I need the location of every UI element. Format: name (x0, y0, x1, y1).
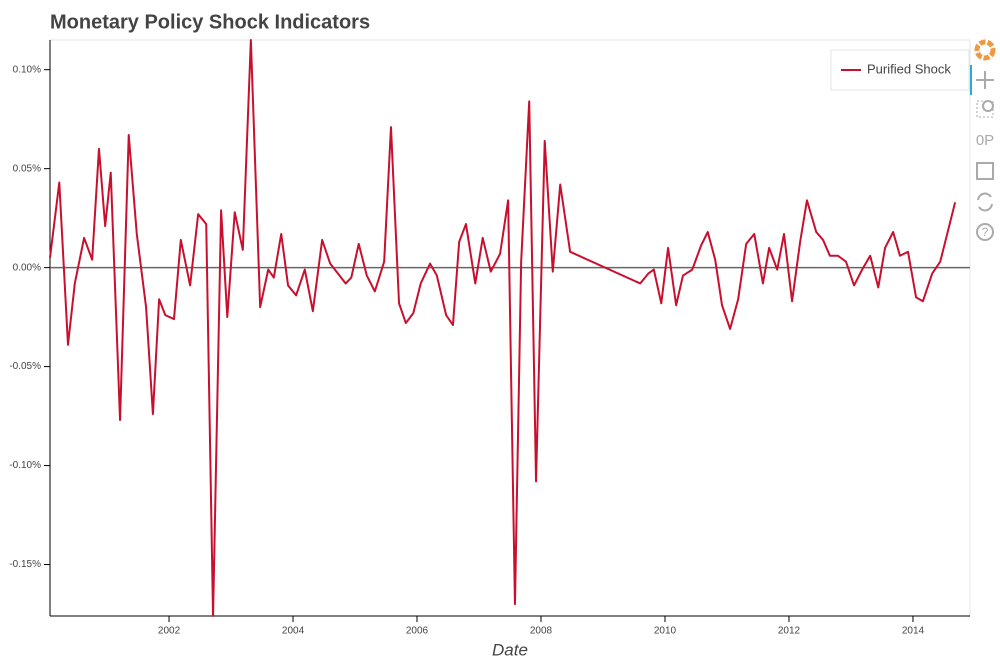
help-tool[interactable]: ? (976, 223, 994, 241)
bokeh-logo[interactable] (974, 39, 996, 61)
svg-text:?: ? (982, 225, 989, 239)
y-tick-label: -0.10% (9, 460, 41, 471)
chart-title: Monetary Policy Shock Indicators (50, 11, 370, 33)
y-tick-label: 0.05% (13, 163, 41, 174)
x-axis-label: Date (492, 640, 528, 659)
x-tick-label: 2004 (282, 626, 305, 637)
box-zoom-tool[interactable] (976, 100, 994, 118)
y-tick-label: 0.00% (13, 262, 41, 273)
x-tick-label: 2014 (902, 626, 925, 637)
toolbar: 0P ? (970, 39, 996, 241)
legend-label: Purified Shock (867, 61, 951, 76)
data-line (49, 39, 957, 617)
x-tick-label: 2012 (778, 626, 801, 637)
y-tick-label: -0.05% (9, 361, 41, 372)
x-tick-label: 2002 (158, 626, 181, 637)
save-tool[interactable] (976, 162, 994, 180)
pan-tool[interactable] (976, 71, 994, 89)
x-tick-label: 2006 (406, 626, 429, 637)
reset-tool[interactable] (977, 192, 993, 212)
y-tick-label: -0.15% (9, 559, 41, 570)
wheel-zoom-tool[interactable]: 0P (976, 132, 994, 149)
x-tick-label: 2010 (654, 626, 677, 637)
x-tick-label: 2008 (530, 626, 553, 637)
y-tick-label: 0.10% (13, 64, 41, 75)
